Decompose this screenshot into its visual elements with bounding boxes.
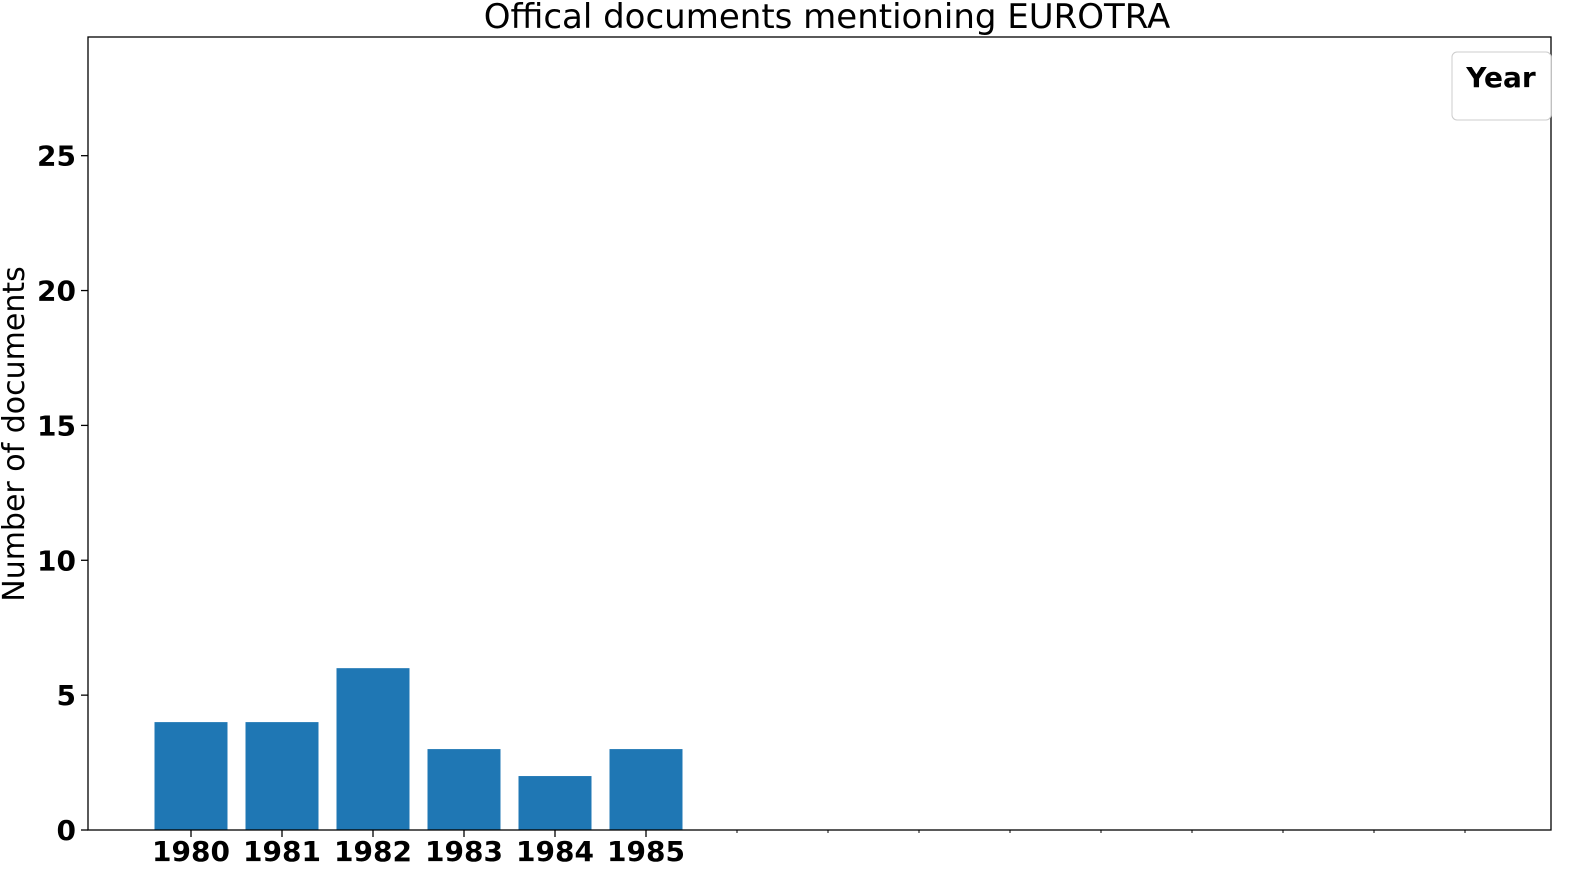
plot-area: 0 5 10 15 20 25 1980 1981 1982 1983 1984 1985 xyxy=(37,36,1552,868)
y-tick-label: 10 xyxy=(37,544,76,577)
x-tick-label-1985: 1985 xyxy=(607,835,685,868)
x-tick-label-1984: 1984 xyxy=(516,835,594,868)
y-tick-label: 0 xyxy=(57,814,76,847)
y-axis-label: Number of documents xyxy=(0,266,32,602)
legend: Year xyxy=(1451,51,1552,121)
bar-1985 xyxy=(609,749,683,830)
x-tick-label-1981: 1981 xyxy=(243,835,321,868)
legend-box xyxy=(1451,51,1552,121)
x-tick-label-1980: 1980 xyxy=(152,835,230,868)
chart-title: Offical documents mentioning EUROTRA xyxy=(484,0,1171,37)
bar-1983 xyxy=(427,749,501,830)
bar-1982 xyxy=(336,668,410,830)
y-tick-label: 5 xyxy=(57,679,76,712)
bar-1980 xyxy=(154,722,228,830)
bar-1984 xyxy=(518,776,592,830)
y-tick-label: 25 xyxy=(37,140,76,173)
x-tick-label-1983: 1983 xyxy=(425,835,503,868)
axes-frame xyxy=(87,36,1552,831)
y-tick-label: 15 xyxy=(37,409,76,442)
bar-1981 xyxy=(245,722,319,830)
x-tick-label-1982: 1982 xyxy=(334,835,412,868)
y-tick-label: 20 xyxy=(37,275,76,308)
legend-title: Year xyxy=(1465,61,1536,94)
